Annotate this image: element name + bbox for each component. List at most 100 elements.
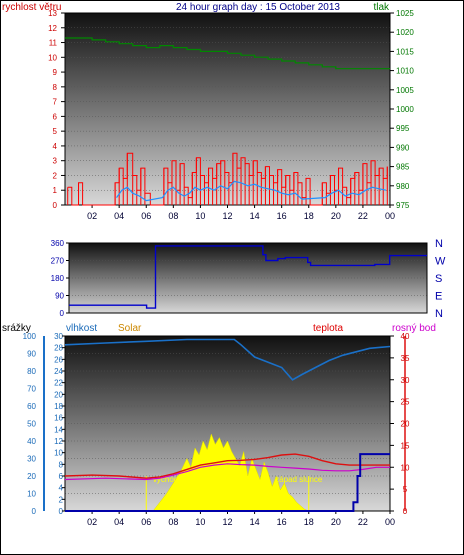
chart-title: 24 hour graph day : 15 October 2013	[176, 2, 340, 13]
humidity-x-label: 14	[250, 517, 260, 527]
rain-tick-label: 20	[27, 472, 36, 481]
wind-x-label: 12	[222, 211, 232, 221]
rain-tick-label: 30	[27, 455, 36, 464]
rain-axis-title: srážky	[2, 323, 31, 334]
pressure-tick-label: 1000	[396, 105, 414, 114]
wind-x-label: 04	[114, 211, 124, 221]
humidity-axis-title: vlhkost	[66, 323, 97, 334]
pressure-axis-title: tlak	[373, 2, 390, 13]
wind-x-label: 14	[250, 211, 260, 221]
sunset-annotation: západ slunce	[275, 475, 323, 484]
temperature-axis-title: teplota	[313, 323, 343, 334]
direction-tick-label: 0	[60, 309, 65, 318]
dewpoint-axis-title: rosný bod	[392, 323, 436, 334]
humidity-tick-label: 16	[54, 414, 63, 423]
wind-tick-label: 7	[53, 98, 58, 107]
wind-tick-label: 10	[48, 53, 57, 62]
wind-axis-title: rychlost větru	[2, 2, 61, 13]
humidity-tick-label: 14	[54, 425, 63, 434]
wind-x-label: 06	[141, 211, 151, 221]
wind-x-label: 02	[87, 211, 97, 221]
compass-label: N	[435, 238, 443, 250]
rain-tick-label: 80	[27, 367, 36, 376]
pressure-line	[65, 37, 390, 70]
humidity-tick-label: 24	[54, 367, 63, 376]
humidity-x-label: 22	[358, 517, 368, 527]
wind-x-label: 22	[358, 211, 368, 221]
wind-tick-label: 3	[53, 157, 58, 166]
rain-tick-label: 50	[27, 420, 36, 429]
wind-tick-label: 9	[53, 68, 58, 77]
humidity-x-label: 02	[87, 517, 97, 527]
wind-tick-label: 12	[48, 24, 57, 33]
humidity-x-label: 12	[222, 517, 232, 527]
direction-line	[69, 245, 427, 309]
wind-x-label: 00	[385, 211, 395, 221]
direction-tick-label: 270	[51, 257, 65, 266]
rain-tick-label: 90	[27, 350, 36, 359]
wind-average-line	[116, 180, 387, 202]
pressure-tick-label: 1005	[396, 86, 414, 95]
humidity-tick-label: 28	[54, 344, 63, 353]
sunrise-annotation: východ slunce	[153, 475, 204, 484]
gust-line	[67, 152, 388, 206]
wind-x-label: 16	[277, 211, 287, 221]
humidity-x-label: 18	[304, 517, 314, 527]
solar-axis-title: Solar	[118, 323, 142, 334]
wind-x-label: 20	[331, 211, 341, 221]
humidity-x-label: 10	[195, 517, 205, 527]
wind-x-label: 18	[304, 211, 314, 221]
temperature-line	[64, 453, 390, 479]
pressure-tick-label: 1015	[396, 47, 414, 56]
pressure-tick-label: 975	[396, 201, 410, 210]
solar-area	[152, 433, 309, 512]
humidity-x-label: 08	[168, 517, 178, 527]
humidity-x-label: 04	[114, 517, 124, 527]
compass-label: W	[435, 256, 446, 268]
rain-tick-label: 10	[27, 490, 36, 499]
wind-tick-label: 5	[53, 127, 58, 136]
humidity-tick-label: 10	[54, 449, 63, 458]
wind-tick-label: 11	[49, 39, 58, 48]
humidity-line	[64, 338, 391, 381]
pressure-tick-label: 990	[396, 143, 410, 152]
pressure-tick-label: 1020	[396, 28, 414, 37]
wind-tick-label: 4	[53, 142, 58, 151]
humidity-tick-label: 12	[54, 437, 63, 446]
direction-tick-label: 90	[55, 292, 64, 301]
humidity-tick-label: 30	[54, 332, 63, 341]
rain-line	[65, 453, 390, 512]
rain-tick-label: 0	[32, 507, 37, 516]
wind-tick-label: 0	[53, 201, 58, 210]
humidity-tick-label: 18	[54, 402, 63, 411]
wind-tick-label: 6	[53, 112, 58, 121]
wind-x-label: 08	[168, 211, 178, 221]
humidity-tick-label: 20	[54, 390, 63, 399]
wind-tick-label: 1	[53, 186, 58, 195]
direction-panel-background	[69, 243, 427, 313]
pressure-tick-label: 980	[396, 182, 410, 191]
humidity-x-label: 06	[141, 517, 151, 527]
humidity-tick-label: 8	[59, 460, 64, 469]
humidity-tick-label: 2	[59, 495, 64, 504]
wind-tick-label: 8	[53, 83, 58, 92]
temperature-tick-label: 0	[403, 507, 408, 516]
pressure-tick-label: 995	[396, 124, 410, 133]
humidity-x-label: 20	[331, 517, 341, 527]
compass-label: E	[435, 291, 442, 303]
wind-x-label: 10	[195, 211, 205, 221]
pressure-tick-label: 1010	[396, 67, 414, 76]
humidity-tick-label: 26	[54, 355, 63, 364]
humidity-tick-label: 0	[59, 507, 64, 516]
direction-tick-label: 180	[51, 274, 65, 283]
humidity-tick-label: 22	[54, 379, 63, 388]
rain-tick-label: 40	[27, 437, 36, 446]
humidity-tick-label: 4	[59, 484, 64, 493]
wind-tick-label: 2	[53, 171, 58, 180]
compass-label: N	[435, 308, 443, 320]
humidity-x-label: 00	[385, 517, 395, 527]
rain-tick-label: 60	[27, 402, 36, 411]
pressure-tick-label: 985	[396, 163, 410, 172]
rain-tick-label: 100	[23, 332, 37, 341]
